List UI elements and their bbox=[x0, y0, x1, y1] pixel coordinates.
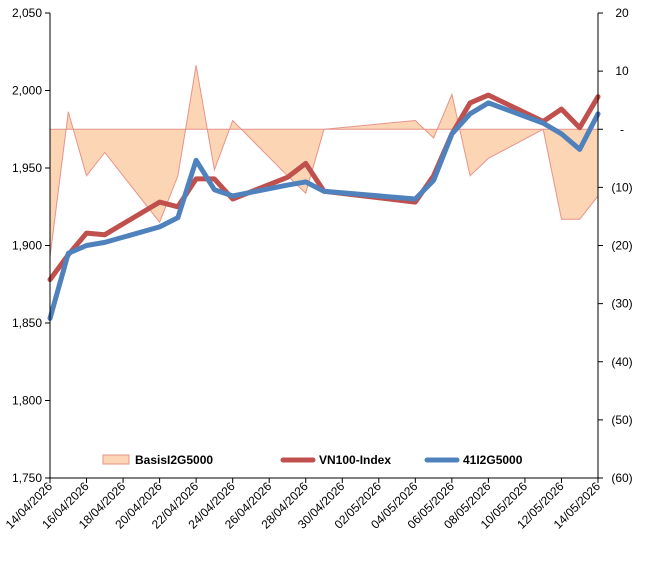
y-right-tick-label: 20 bbox=[615, 6, 629, 20]
legend-label: BasisI2G5000 bbox=[135, 453, 213, 467]
legend-swatch-basis bbox=[102, 454, 130, 465]
series-line-vn100-index bbox=[47, 92, 601, 283]
y-left-tick-label: 2,000 bbox=[12, 84, 42, 98]
legend: BasisI2G5000 VN100-Index 41I2G5000 bbox=[102, 453, 523, 467]
legend-label: 41I2G5000 bbox=[463, 453, 523, 467]
y-left-tick-label: 1,900 bbox=[12, 239, 42, 253]
y-left-tick-label: 1,950 bbox=[12, 161, 42, 175]
y-right-tick-label: (20) bbox=[611, 239, 632, 253]
basis-area-edge bbox=[49, 65, 599, 258]
y-left-tick-label: 2,050 bbox=[12, 6, 42, 20]
y-left-tick-label: 1,850 bbox=[12, 316, 42, 330]
y-right-tick-label: (40) bbox=[611, 355, 632, 369]
y-right-tick-label: (60) bbox=[611, 471, 632, 485]
y-right-tick-label: - bbox=[620, 122, 624, 136]
axes-layer: 1,750 1,800 1,850 1,900 1,950 2,000 2,050 (60) (… bbox=[3, 6, 633, 532]
y-right-tick-label: 10 bbox=[615, 64, 629, 78]
y-right-tick-label: (50) bbox=[611, 413, 632, 427]
basis-area-fill bbox=[50, 65, 598, 258]
y-right-tick-label: (30) bbox=[611, 297, 632, 311]
series-line-41i2g5000 bbox=[47, 100, 601, 321]
y-left-tick-label: 1,800 bbox=[12, 394, 42, 408]
basis-area-layer bbox=[49, 65, 599, 258]
legend-label: VN100-Index bbox=[319, 453, 391, 467]
index-lines-layer bbox=[47, 92, 601, 321]
y-left-tick-label: 1,750 bbox=[12, 471, 42, 485]
y-right-tick-label: (10) bbox=[611, 180, 632, 194]
